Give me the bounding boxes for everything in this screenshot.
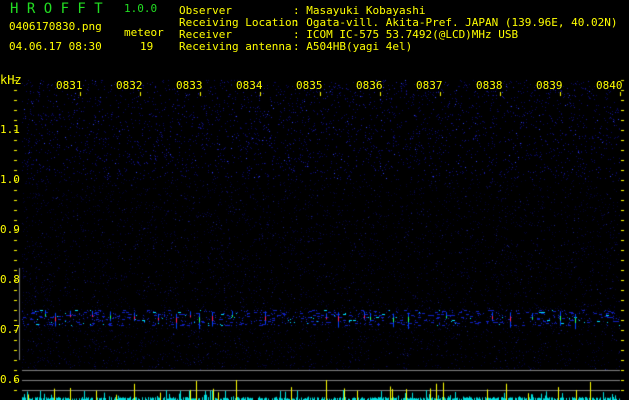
x-tick-label: 0838 bbox=[476, 79, 503, 92]
info-value: : Ogata-vill. Akita-Pref. JAPAN (139.96E… bbox=[293, 16, 618, 29]
y-tick-label: 0.9 bbox=[0, 223, 20, 236]
x-tick-label: 0837 bbox=[416, 79, 443, 92]
y-tick-label: 1.1 bbox=[0, 123, 20, 136]
info-value: : Masayuki Kobayashi bbox=[293, 4, 426, 17]
app-version: 1.0.0 bbox=[124, 2, 158, 15]
x-tick-label: 0834 bbox=[236, 79, 263, 92]
info-value: : A504HB(yagi 4el) bbox=[293, 40, 413, 53]
info-label: Receiving Location bbox=[179, 16, 299, 29]
file-name: 0406170830.png bbox=[9, 20, 102, 33]
x-tick-label: 0836 bbox=[356, 79, 383, 92]
file-datetime: 04.06.17 08:30 bbox=[9, 40, 102, 53]
x-tick-label: 0833 bbox=[176, 79, 203, 92]
y-tick-label: 0.7 bbox=[0, 323, 20, 336]
info-label: Receiver bbox=[179, 28, 232, 41]
y-tick-label: 0.6 bbox=[0, 373, 20, 386]
info-label: Observer bbox=[179, 4, 232, 17]
y-tick-label: 1.0 bbox=[0, 173, 20, 186]
info-value: : ICOM IC-575 53.7492(@LCD)MHz USB bbox=[293, 28, 519, 41]
info-label: Receiving antenna bbox=[179, 40, 292, 53]
x-tick-label: 0840 bbox=[596, 79, 623, 92]
y-axis-unit: kHz bbox=[0, 73, 22, 87]
meteor-label: meteor bbox=[124, 26, 164, 39]
app-title: H R O F F T bbox=[10, 1, 103, 17]
meteor-count: 19 bbox=[140, 40, 154, 53]
y-tick-label: 0.8 bbox=[0, 273, 20, 286]
x-tick-label: 0831 bbox=[56, 79, 83, 92]
x-tick-label: 0832 bbox=[116, 79, 143, 92]
x-tick-label: 0835 bbox=[296, 79, 323, 92]
x-tick-label: 0839 bbox=[536, 79, 563, 92]
